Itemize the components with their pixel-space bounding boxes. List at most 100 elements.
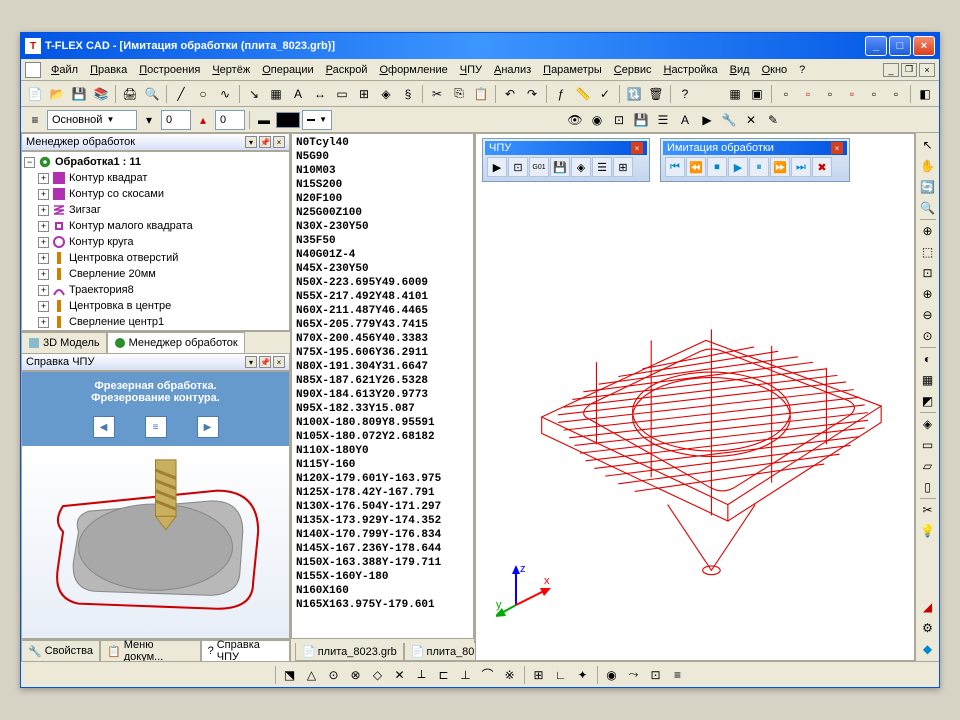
measure-icon[interactable]: 📏 [573, 84, 593, 104]
copy-icon[interactable]: ⎘ [449, 84, 469, 104]
open-icon[interactable]: 📂 [47, 84, 67, 104]
cnc-run-icon[interactable]: ▶ [697, 110, 717, 130]
win-cascade-icon[interactable]: ▣ [747, 84, 767, 104]
tree-item[interactable]: +Центровка отверстий [24, 250, 287, 266]
menu-service[interactable]: Сервис [608, 62, 658, 78]
menu-nest[interactable]: Раскрой [320, 62, 374, 78]
polar-icon[interactable]: ✦ [573, 665, 593, 685]
snap-end-icon[interactable]: ⬔ [280, 665, 300, 685]
snap-cen-icon[interactable]: ⊙ [324, 665, 344, 685]
track-icon[interactable]: ⤳ [624, 665, 644, 685]
cnc-x-icon[interactable]: ✕ [741, 110, 761, 130]
menu-ops[interactable]: Операции [256, 62, 319, 78]
rt-zoom-icon[interactable]: 🔍 [918, 198, 938, 218]
redo-icon[interactable]: ↷ [522, 84, 542, 104]
snap-node-icon[interactable]: ⊗ [346, 665, 366, 685]
ortho-icon[interactable]: ∟ [551, 665, 571, 685]
linestyle-combo[interactable]: ▼ [302, 110, 332, 130]
view5-icon[interactable]: ▫ [864, 84, 884, 104]
table-icon[interactable]: ⊞ [354, 84, 374, 104]
rt-clip-icon[interactable]: ✂ [918, 500, 938, 520]
sim-float-close-icon[interactable]: × [831, 142, 843, 154]
rt-shade-icon[interactable]: ◐ [918, 349, 938, 369]
tree-item[interactable]: +Контур круга [24, 234, 287, 250]
expand-icon[interactable]: + [38, 173, 49, 184]
tree-item[interactable]: +Контур квадрат [24, 170, 287, 186]
level-down-icon[interactable]: ▾ [139, 110, 159, 130]
rt-rotate-icon[interactable]: 🔄 [918, 177, 938, 197]
tab-doc-menu[interactable]: 📋Меню докум... [100, 640, 201, 661]
rt-side-icon[interactable]: ▯ [918, 477, 938, 497]
dim-icon[interactable]: ↔ [310, 84, 330, 104]
save-icon[interactable]: 💾 [69, 84, 89, 104]
help-pin2-icon[interactable]: 📌 [259, 356, 271, 368]
expand-icon[interactable]: + [38, 269, 49, 280]
rt-hidden-icon[interactable]: ◩ [918, 391, 938, 411]
cnc-float-title[interactable]: ЧПУ× [485, 141, 647, 155]
mdi-min[interactable]: _ [883, 63, 899, 77]
print-icon[interactable]: 🖨 [120, 84, 140, 104]
rt-pan-icon[interactable]: ✋ [918, 156, 938, 176]
menu-draw[interactable]: Чертёж [206, 62, 256, 78]
note-icon[interactable]: ▭ [332, 84, 352, 104]
tree-root[interactable]: − Обработка1 : 11 [24, 154, 287, 170]
snap-ext-icon[interactable]: ⟂ [412, 665, 432, 685]
help-close-icon[interactable]: × [273, 356, 285, 368]
tab-properties[interactable]: 🔧Свойства [21, 640, 100, 661]
lineweight-icon[interactable]: ▬ [254, 110, 274, 130]
var-icon[interactable]: ƒ [551, 84, 571, 104]
close-button[interactable]: × [913, 36, 935, 56]
rt-wire-icon[interactable]: ▦ [918, 370, 938, 390]
gcode-listing[interactable]: N0Tcyl40 N5G90 N10M03 N15S200 N20F100 N2… [291, 133, 474, 639]
win-tile-icon[interactable]: ▦ [725, 84, 745, 104]
rt-light-icon[interactable]: 💡 [918, 521, 938, 541]
grid-icon[interactable]: ⊞ [529, 665, 549, 685]
help-next-button[interactable]: ▶ [197, 416, 219, 438]
expand-icon[interactable]: + [38, 221, 49, 232]
new-icon[interactable]: 📄 [25, 84, 45, 104]
paste-icon[interactable]: 📋 [471, 84, 491, 104]
expand-icon[interactable]: + [38, 205, 49, 216]
help-pin-icon[interactable]: ▾ [245, 356, 257, 368]
tab-3d-model[interactable]: 3D Модель [21, 332, 107, 353]
cnc-3-icon[interactable]: ⊡ [609, 110, 629, 130]
viewport-3d[interactable]: ЧПУ× ▶ ⊡ G01 💾 ◈ ☰ ⊞ Имитация обработки× [475, 133, 915, 661]
view4-icon[interactable]: ▫ [842, 84, 862, 104]
undo-icon[interactable]: ↶ [500, 84, 520, 104]
tree-item[interactable]: +Контур малого квадрата [24, 218, 287, 234]
menu-build[interactable]: Построения [133, 62, 206, 78]
level-up-icon[interactable]: ▴ [193, 110, 213, 130]
help-home-button[interactable]: ≡ [145, 416, 167, 438]
menu-analysis[interactable]: Анализ [488, 62, 537, 78]
delete-icon[interactable]: 🗑 [646, 84, 666, 104]
expand-icon[interactable]: + [38, 237, 49, 248]
snap-quad-icon[interactable]: ◇ [368, 665, 388, 685]
tree-item[interactable]: +Траектория8 [24, 282, 287, 298]
maximize-button[interactable]: □ [889, 36, 911, 56]
rt-zoomin-icon[interactable]: ⊕ [918, 284, 938, 304]
snap-perp-icon[interactable]: ⊥ [456, 665, 476, 685]
expand-icon[interactable]: + [38, 189, 49, 200]
snap-mid-icon[interactable]: △ [302, 665, 322, 685]
cnc-text-icon[interactable]: A [675, 110, 695, 130]
rt-front-icon[interactable]: ▭ [918, 435, 938, 455]
tree-item[interactable]: +Контур со скосами [24, 186, 287, 202]
cnc-save-icon[interactable]: 💾 [631, 110, 651, 130]
lwt-icon[interactable]: ≡ [668, 665, 688, 685]
tree-item[interactable]: +Центровка в центре [24, 298, 287, 314]
view7-icon[interactable]: ◧ [915, 84, 935, 104]
help-prev-button[interactable]: ◀ [93, 416, 115, 438]
menu-params[interactable]: Параметры [537, 62, 608, 78]
rt-fit-icon[interactable]: ⊕ [918, 221, 938, 241]
help-icon[interactable]: ? [675, 84, 695, 104]
line-icon[interactable]: ╱ [171, 84, 191, 104]
snap-int-icon[interactable]: ✕ [390, 665, 410, 685]
rt-zoomwin-icon[interactable]: ⊡ [918, 263, 938, 283]
hatch-icon[interactable]: ▦ [266, 84, 286, 104]
menu-view[interactable]: Вид [724, 62, 756, 78]
rt-frame-icon[interactable]: ⬚ [918, 242, 938, 262]
menu-format[interactable]: Оформление [373, 62, 453, 78]
layer-combo[interactable]: Основной ▼ [47, 110, 137, 130]
panel-close-icon[interactable]: × [273, 136, 285, 148]
check-icon[interactable]: ✓ [595, 84, 615, 104]
